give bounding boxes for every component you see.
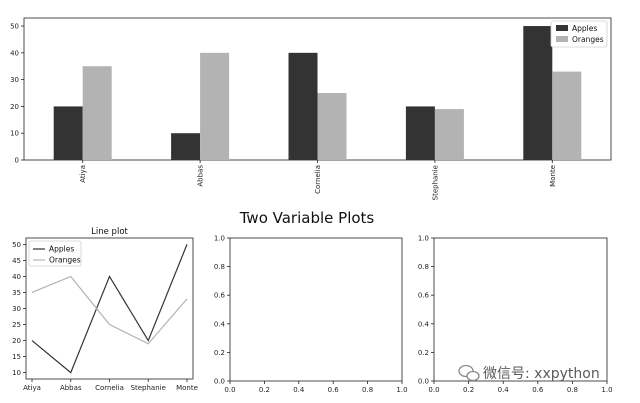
watermark-text: 微信号: xxpython bbox=[483, 366, 600, 382]
y-tick-label: 0.2 bbox=[214, 349, 225, 357]
line-plot-title: Line plot bbox=[91, 227, 128, 237]
legend-swatch-oranges bbox=[556, 36, 568, 42]
y-tick-label: 0 bbox=[15, 157, 19, 165]
bar-apples bbox=[171, 133, 201, 160]
plot-frame bbox=[229, 237, 403, 382]
y-tick-label: 0.0 bbox=[418, 378, 429, 386]
y-tick-label: 0.6 bbox=[418, 292, 430, 300]
x-tick-label: Atiya bbox=[23, 384, 41, 392]
watermark: 微信号: xxpython bbox=[458, 364, 600, 382]
x-tick-label: 1.0 bbox=[396, 386, 407, 394]
legend-label-oranges: Oranges bbox=[49, 256, 81, 265]
bar-apples bbox=[523, 26, 553, 160]
legend-label-apples: Apples bbox=[49, 245, 74, 254]
y-tick-label: 10 bbox=[12, 369, 21, 377]
plot-frame bbox=[433, 237, 608, 382]
bar-oranges bbox=[552, 71, 582, 160]
x-tick-label: 0.2 bbox=[463, 386, 474, 394]
x-tick-label: Monte bbox=[176, 384, 198, 392]
bar-oranges bbox=[200, 52, 230, 161]
y-tick-label: 50 bbox=[10, 23, 19, 31]
y-tick-label: 0.0 bbox=[214, 378, 225, 386]
y-tick-label: 40 bbox=[12, 273, 21, 281]
bar-apples bbox=[53, 106, 83, 160]
plot-frame bbox=[25, 237, 194, 380]
bar-chart: 0 10 20 30 40 50 Atiya Abbas Cornelia Stephanie Mo… bbox=[10, 17, 612, 200]
line-chart: Line plot 10 15 20 25 30 35 40 45 50 Atiya Abbas Cor… bbox=[12, 227, 198, 392]
bar-oranges bbox=[434, 109, 464, 160]
y-tick-label: 0.4 bbox=[214, 320, 226, 328]
wechat-icon bbox=[458, 364, 480, 382]
bar-apples bbox=[405, 106, 435, 160]
empty-axes-1: 0.0 0.2 0.4 0.6 0.8 1.0 0.0 0.2 0.4 0.6 0.8 1.0 bbox=[214, 235, 408, 395]
y-tick-label: 25 bbox=[12, 321, 21, 329]
y-tick-label: 40 bbox=[10, 49, 19, 57]
x-tick-label: 0.8 bbox=[362, 386, 373, 394]
line-apples bbox=[31, 244, 188, 374]
y-tick-label: 0.2 bbox=[418, 349, 429, 357]
figure-suptitle: Two Variable Plots bbox=[239, 209, 375, 227]
x-tick-label: 0.4 bbox=[498, 386, 510, 394]
y-tick-label: 0.8 bbox=[418, 263, 429, 271]
y-tick-label: 50 bbox=[12, 241, 21, 249]
y-tick-label: 1.0 bbox=[214, 235, 225, 243]
y-tick-label: 30 bbox=[10, 76, 19, 84]
x-tick-label: 0.0 bbox=[428, 386, 439, 394]
x-tick-label: Cornelia bbox=[314, 165, 322, 194]
x-tick-label: Abbas bbox=[60, 384, 82, 392]
bar-oranges bbox=[317, 93, 347, 160]
y-tick-label: 0.8 bbox=[214, 263, 225, 271]
legend-swatch-apples bbox=[556, 25, 568, 31]
x-tick-label: 0.6 bbox=[532, 386, 544, 394]
x-tick-label: Abbas bbox=[197, 165, 205, 187]
y-tick-label: 15 bbox=[12, 353, 21, 361]
legend-label-apples: Apples bbox=[572, 24, 597, 33]
empty-axes-2: 0.0 0.2 0.4 0.6 0.8 1.0 0.0 0.2 0.4 0.6 0.8 1.0 bbox=[418, 235, 613, 395]
y-tick-label: 20 bbox=[10, 103, 19, 111]
y-tick-label: 20 bbox=[12, 337, 21, 345]
x-tick-label: Monte bbox=[549, 165, 557, 187]
line-oranges bbox=[31, 275, 188, 345]
y-tick-label: 0.6 bbox=[214, 292, 226, 300]
y-tick-label: 1.0 bbox=[418, 235, 429, 243]
bar-apples bbox=[288, 52, 318, 161]
x-tick-label: 0.0 bbox=[224, 386, 235, 394]
bar-oranges bbox=[82, 66, 112, 160]
x-tick-label: 0.4 bbox=[293, 386, 305, 394]
x-tick-label: Cornelia bbox=[95, 384, 124, 392]
x-tick-label: 0.2 bbox=[259, 386, 270, 394]
y-tick-label: 10 bbox=[10, 130, 19, 138]
x-tick-label: 0.6 bbox=[328, 386, 340, 394]
x-tick-label: 0.8 bbox=[567, 386, 578, 394]
x-tick-label: Atiya bbox=[79, 165, 87, 183]
y-tick-label: 45 bbox=[12, 257, 21, 265]
x-tick-label: Stephanie bbox=[431, 165, 439, 200]
y-tick-label: 35 bbox=[12, 289, 21, 297]
legend-label-oranges: Oranges bbox=[572, 35, 604, 44]
y-tick-label: 30 bbox=[12, 305, 21, 313]
y-tick-label: 0.4 bbox=[418, 320, 430, 328]
x-tick-label: Stephanie bbox=[131, 384, 166, 392]
x-tick-label: 1.0 bbox=[601, 386, 612, 394]
